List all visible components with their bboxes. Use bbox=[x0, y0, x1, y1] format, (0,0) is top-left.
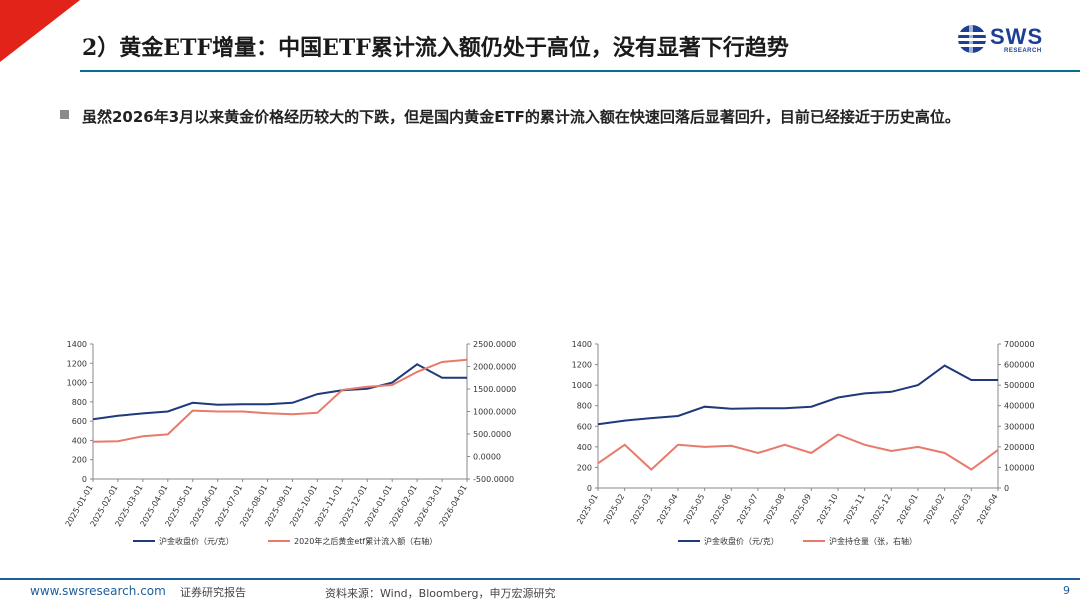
y-right-tick-label: 0.0000 bbox=[473, 453, 501, 462]
y-right-tick-label: 0 bbox=[1004, 484, 1009, 493]
y-right-tick-label: 700000 bbox=[1004, 340, 1035, 349]
series-line-2 bbox=[92, 358, 468, 443]
x-tick-label: 2026-02 bbox=[922, 493, 947, 526]
y-right-tick-label: 2000.0000 bbox=[473, 363, 516, 372]
series-line-1 bbox=[92, 363, 467, 421]
chart-etf-inflow-svg: 0 200 400 600 800 1000 1200 1400 -500.0000 0.0000… bbox=[64, 340, 517, 546]
x-tick-label: 2026-03 bbox=[949, 493, 974, 526]
y-right-tick-label: -500.0000 bbox=[473, 475, 514, 484]
y-right-tick-label: 400000 bbox=[1004, 402, 1035, 411]
y-right-tick-label: 500.0000 bbox=[473, 430, 511, 439]
series-line-1 bbox=[597, 364, 998, 426]
chart-etf-inflow: 0 200 400 600 800 1000 1200 1400 -500.0000 0.0000… bbox=[55, 336, 525, 560]
footer-website-link[interactable]: www.swsresearch.com bbox=[30, 584, 166, 598]
footer-divider bbox=[0, 578, 1080, 580]
x-tick-label: 2025-06 bbox=[709, 493, 734, 526]
chart-open-interest: 0 200 400 600 800 1000 1200 1400 0 100000 200000 30… bbox=[560, 336, 1050, 560]
x-tick-label: 2025-02 bbox=[602, 493, 627, 526]
y-left-tick-label: 0 bbox=[82, 475, 87, 484]
x-tick-label: 2025-03 bbox=[629, 493, 654, 526]
y-left-tick-label: 400 bbox=[577, 443, 592, 452]
page-title: 2）黄金ETF增量：中国ETF累计流入额仍处于高位，没有显著下行趋势 bbox=[82, 35, 789, 61]
logo-text: SWS bbox=[990, 24, 1044, 49]
logo-globe-icon bbox=[958, 25, 986, 53]
y-left-tick-label: 800 bbox=[72, 398, 87, 407]
y-left-tick-label: 1200 bbox=[67, 359, 87, 368]
x-tick-label: 2025-01 bbox=[575, 493, 600, 526]
y-left-tick-label: 200 bbox=[577, 463, 592, 472]
x-tick-label: 2026-01 bbox=[895, 493, 920, 526]
x-tick-label: 2025-09 bbox=[789, 493, 814, 526]
x-tick-label: 2025-11 bbox=[842, 493, 867, 526]
legend-label-2: 2020年之后黄金etf累计流入额（右轴） bbox=[294, 536, 437, 546]
y-left-tick-label: 0 bbox=[587, 484, 592, 493]
legend-label-2: 沪金持仓量（张，右轴） bbox=[829, 536, 917, 546]
y-right-tick-label: 500000 bbox=[1004, 381, 1035, 390]
y-left-tick-label: 600 bbox=[577, 422, 592, 431]
y-right-tick-label: 300000 bbox=[1004, 422, 1035, 431]
y-left-tick-label: 600 bbox=[72, 417, 87, 426]
sws-logo: SWS RESEARCH bbox=[957, 20, 1057, 60]
x-tick-label: 2025-04 bbox=[655, 493, 680, 526]
bullet-square-icon bbox=[60, 110, 69, 119]
x-tick-label: 2026-04 bbox=[975, 493, 1000, 526]
logo-subtext: RESEARCH bbox=[1004, 48, 1042, 54]
page-number: 9 bbox=[1063, 584, 1070, 597]
legend-label-1: 沪金收盘价（元/克） bbox=[159, 536, 234, 546]
y-left-tick-label: 800 bbox=[577, 402, 592, 411]
y-right-tick-label: 1500.0000 bbox=[473, 385, 516, 394]
y-left-tick-label: 1400 bbox=[572, 340, 592, 349]
footer-report-label: 证券研究报告 bbox=[180, 586, 246, 599]
footer-source: 资料来源：Wind，Bloomberg，申万宏源研究 bbox=[325, 587, 556, 600]
y-right-tick-label: 1000.0000 bbox=[473, 408, 516, 417]
x-tick-label: 2025-10 bbox=[815, 493, 840, 526]
chart-open-interest-svg: 0 200 400 600 800 1000 1200 1400 0 100000 200000 30… bbox=[572, 340, 1035, 546]
y-left-tick-label: 1000 bbox=[67, 379, 87, 388]
y-right-tick-label: 100000 bbox=[1004, 463, 1035, 472]
y-left-tick-label: 1200 bbox=[572, 361, 592, 370]
y-left-tick-label: 1000 bbox=[572, 381, 592, 390]
y-right-tick-label: 2500.0000 bbox=[473, 340, 516, 349]
y-left-tick-label: 200 bbox=[72, 456, 87, 465]
x-tick-label: 2025-05 bbox=[682, 493, 707, 526]
y-left-tick-label: 400 bbox=[72, 436, 87, 445]
y-right-tick-label: 200000 bbox=[1004, 443, 1035, 452]
y-right-tick-label: 600000 bbox=[1004, 361, 1035, 370]
series-line-2 bbox=[597, 433, 999, 471]
y-left-tick-label: 1400 bbox=[67, 340, 87, 349]
header-divider bbox=[80, 70, 1080, 72]
legend-label-1: 沪金收盘价（元/克） bbox=[704, 536, 779, 546]
x-tick-label: 2025-08 bbox=[762, 493, 787, 526]
bullet-text: 虽然2026年3月以来黄金价格经历较大的下跌，但是国内黄金ETF的累计流入额在快… bbox=[82, 108, 960, 126]
x-tick-label: 2025-07 bbox=[735, 493, 760, 526]
x-tick-label: 2025-12 bbox=[869, 493, 894, 526]
header-red-triangle bbox=[0, 0, 80, 62]
